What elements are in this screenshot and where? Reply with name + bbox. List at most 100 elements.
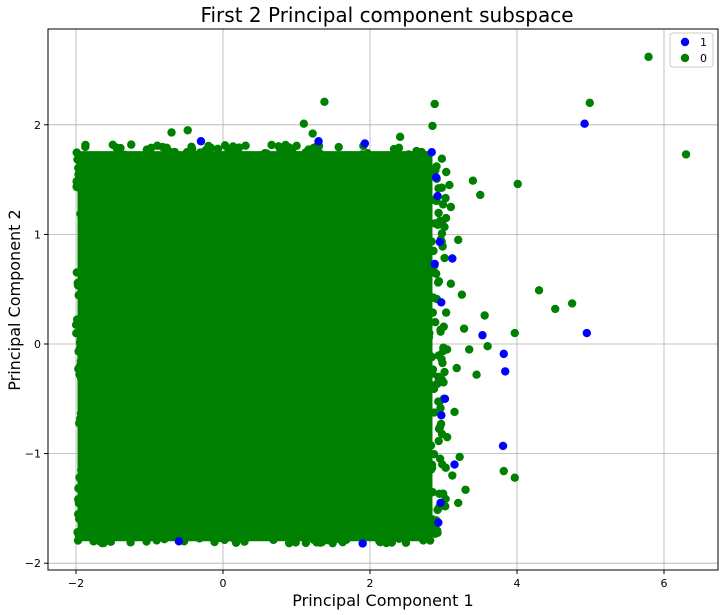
point-series-0 xyxy=(461,485,470,494)
dense-point xyxy=(436,327,445,336)
dense-point xyxy=(72,268,82,277)
dense-point xyxy=(324,526,333,536)
dense-point xyxy=(375,536,384,546)
dense-point xyxy=(428,488,437,497)
point-series-0 xyxy=(480,311,489,320)
point-series-0 xyxy=(567,299,577,308)
dense-point xyxy=(397,532,406,541)
point-series-1 xyxy=(360,139,370,148)
dense-point xyxy=(241,141,250,150)
dense-point xyxy=(245,151,254,161)
point-series-0 xyxy=(499,466,508,476)
dense-point xyxy=(79,308,89,317)
legend-marker-0 xyxy=(680,53,690,63)
axis-ticks: −2 0 2 4 6 −2 −1 0 1 2 xyxy=(25,119,668,590)
point-series-1 xyxy=(430,259,439,269)
dense-point xyxy=(99,153,109,163)
dense-point xyxy=(237,532,246,542)
point-series-0 xyxy=(454,235,463,245)
dense-point xyxy=(220,141,230,150)
dense-point xyxy=(429,408,439,417)
dense-point xyxy=(420,277,429,287)
point-series-0 xyxy=(428,121,437,131)
x-axis-label: Principal Component 1 xyxy=(292,591,473,610)
dense-point xyxy=(441,308,451,317)
dense-point xyxy=(158,142,167,152)
dense-point xyxy=(429,246,438,256)
dense-point xyxy=(78,192,87,202)
dense-point xyxy=(419,536,428,545)
dense-point xyxy=(331,530,340,540)
point-series-1 xyxy=(450,460,459,469)
dense-point xyxy=(436,403,445,413)
dense-point xyxy=(434,436,443,446)
point-series-1 xyxy=(498,441,508,451)
dense-point xyxy=(81,140,90,150)
point-series-0 xyxy=(510,328,519,338)
point-series-0 xyxy=(454,498,463,508)
point-series-1 xyxy=(582,328,592,338)
point-series-0 xyxy=(320,97,329,106)
dense-point xyxy=(401,538,411,547)
point-series-0 xyxy=(442,432,452,442)
dense-point xyxy=(176,529,185,538)
dense-point xyxy=(77,372,86,382)
dense-point xyxy=(382,530,391,540)
dense-point xyxy=(160,534,169,544)
y-tick-label: 0 xyxy=(34,338,41,351)
dense-point-cloud xyxy=(71,140,452,548)
point-series-0 xyxy=(446,202,456,212)
dense-point xyxy=(71,320,81,329)
dense-point xyxy=(334,142,343,152)
dense-point xyxy=(74,499,84,508)
dense-point xyxy=(423,422,433,431)
dense-point xyxy=(318,537,327,547)
dense-point xyxy=(421,460,430,469)
dense-point xyxy=(442,167,451,177)
dense-point xyxy=(74,170,83,179)
point-series-0 xyxy=(437,219,447,228)
point-series-0 xyxy=(430,99,439,109)
dense-point xyxy=(133,527,142,536)
dense-point xyxy=(426,465,436,474)
dense-point xyxy=(356,153,365,162)
dense-point xyxy=(438,358,447,368)
point-series-0 xyxy=(459,324,469,333)
point-series-0 xyxy=(551,304,560,314)
dense-point xyxy=(420,316,430,325)
point-series-0 xyxy=(457,290,467,299)
dense-point xyxy=(340,533,349,542)
point-series-1 xyxy=(580,119,589,128)
dense-point xyxy=(257,151,266,161)
dense-point xyxy=(425,293,434,302)
y-tick-label: 1 xyxy=(34,228,41,241)
dense-point xyxy=(291,538,300,547)
dense-point xyxy=(302,155,311,164)
dense-point xyxy=(166,148,176,157)
dense-point xyxy=(231,538,241,547)
dense-point xyxy=(72,329,81,338)
dense-point xyxy=(417,194,427,204)
dense-point xyxy=(79,479,88,488)
point-series-1 xyxy=(499,349,508,359)
dense-point xyxy=(404,150,413,159)
point-series-0 xyxy=(183,126,192,135)
legend-label-1: 1 xyxy=(700,36,707,49)
dense-point xyxy=(276,147,286,156)
legend-box xyxy=(669,32,714,68)
dense-point xyxy=(273,526,283,535)
dense-point xyxy=(76,409,86,418)
dense-point xyxy=(433,372,443,381)
dense-point xyxy=(215,526,224,536)
dense-point xyxy=(417,293,426,302)
dense-point xyxy=(418,269,428,279)
point-series-1 xyxy=(436,498,445,508)
dense-point xyxy=(427,352,437,362)
point-series-1 xyxy=(314,137,323,146)
dense-point xyxy=(419,334,428,343)
dense-point xyxy=(389,152,398,161)
dense-point xyxy=(418,341,428,350)
dense-point xyxy=(328,538,337,548)
point-series-0 xyxy=(534,286,544,295)
